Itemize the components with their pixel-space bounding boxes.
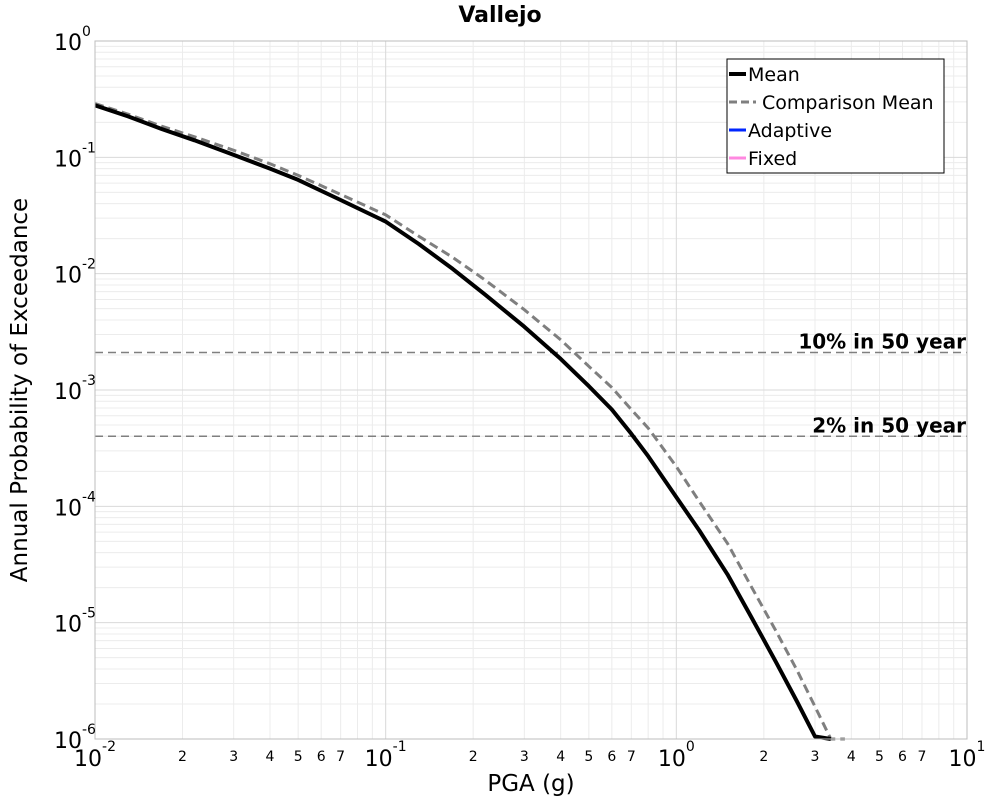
reference-line-label: 2% in 50 year <box>812 413 966 437</box>
y-tick-exponent: -1 <box>82 140 96 156</box>
y-tick-exponent: -2 <box>82 257 96 273</box>
y-tick-label: 10-5 <box>54 606 96 638</box>
x-minor-tick-label: 2 <box>759 749 768 765</box>
x-tick-exponent: 0 <box>686 739 695 755</box>
x-tick-label: 100 <box>658 739 695 772</box>
reference-line-label: 10% in 50 year <box>798 330 966 354</box>
chart-title: Vallejo <box>458 3 541 28</box>
legend-box <box>726 58 945 174</box>
reference-lines: 10% in 50 year 2% in 50 year <box>95 330 967 437</box>
y-tick-base: 10 <box>54 729 82 754</box>
legend: Mean Comparison Mean Adaptive Fixed <box>726 58 945 174</box>
x-minor-tick-label: 4 <box>556 749 565 765</box>
x-tick-base: 10 <box>365 747 393 772</box>
x-tick-exponent: -2 <box>102 739 116 755</box>
x-minor-tick-label: 7 <box>336 749 345 765</box>
y-tick-exponent: -4 <box>82 489 96 505</box>
y-tick-base: 10 <box>54 496 82 521</box>
x-minor-tick-label: 3 <box>520 749 529 765</box>
y-tick-label: 10-4 <box>54 489 96 521</box>
y-tick-base: 10 <box>54 613 82 638</box>
y-tick-base: 10 <box>54 264 82 289</box>
x-minor-tick-label: 7 <box>918 749 927 765</box>
x-minor-tick-label: 7 <box>627 749 636 765</box>
y-axis-label: Annual Probability of Exceedance <box>7 198 33 582</box>
x-tick-label: 10-2 <box>74 739 116 772</box>
x-minor-tick-label: 5 <box>875 749 884 765</box>
y-tick-exponent: -3 <box>82 373 96 389</box>
y-tick-label: 10-2 <box>54 257 96 289</box>
x-tick-base: 10 <box>949 747 977 772</box>
y-tick-base: 10 <box>54 31 82 56</box>
x-minor-tick-label: 5 <box>294 749 303 765</box>
legend-label: Adaptive <box>748 120 832 142</box>
x-tick-exponent: 1 <box>977 739 986 755</box>
y-tick-exponent: -6 <box>82 722 96 738</box>
x-minor-tick-label: 6 <box>317 749 326 765</box>
x-minor-tick-label: 4 <box>266 749 275 765</box>
series-line-comparison-mean <box>94 102 845 741</box>
x-tick-base: 10 <box>74 747 102 772</box>
x-minor-tick-label: 3 <box>229 749 238 765</box>
x-minor-tick-label: 6 <box>607 749 616 765</box>
y-tick-label: 10-1 <box>54 140 96 172</box>
x-tick-label: 101 <box>949 739 986 772</box>
y-tick-label: 100 <box>54 24 91 56</box>
y-tick-base: 10 <box>54 380 82 405</box>
y-tick-exponent: 0 <box>82 24 91 40</box>
x-axis-label: PGA (g) <box>487 771 574 797</box>
x-minor-tick-label: 6 <box>898 749 907 765</box>
x-minor-tick-label: 2 <box>469 749 478 765</box>
x-minor-tick-label: 4 <box>847 749 856 765</box>
x-tick-label: 10-1 <box>365 739 407 772</box>
series-layer <box>94 102 845 741</box>
y-tick-exponent: -5 <box>82 606 96 622</box>
legend-label: Mean <box>748 64 800 86</box>
plot-frame <box>94 40 968 740</box>
y-tick-label: 10-3 <box>54 373 96 405</box>
x-minor-tick-label: 3 <box>811 749 820 765</box>
y-tick-base: 10 <box>54 147 82 172</box>
x-tick-exponent: -1 <box>393 739 407 755</box>
x-minor-tick-label: 2 <box>178 749 187 765</box>
legend-label: Fixed <box>748 148 797 170</box>
series-line-mean <box>94 103 832 741</box>
y-tick-label: 10-6 <box>54 722 96 754</box>
x-tick-base: 10 <box>658 747 686 772</box>
x-minor-tick-label: 5 <box>584 749 593 765</box>
legend-label: Comparison Mean <box>762 92 934 114</box>
